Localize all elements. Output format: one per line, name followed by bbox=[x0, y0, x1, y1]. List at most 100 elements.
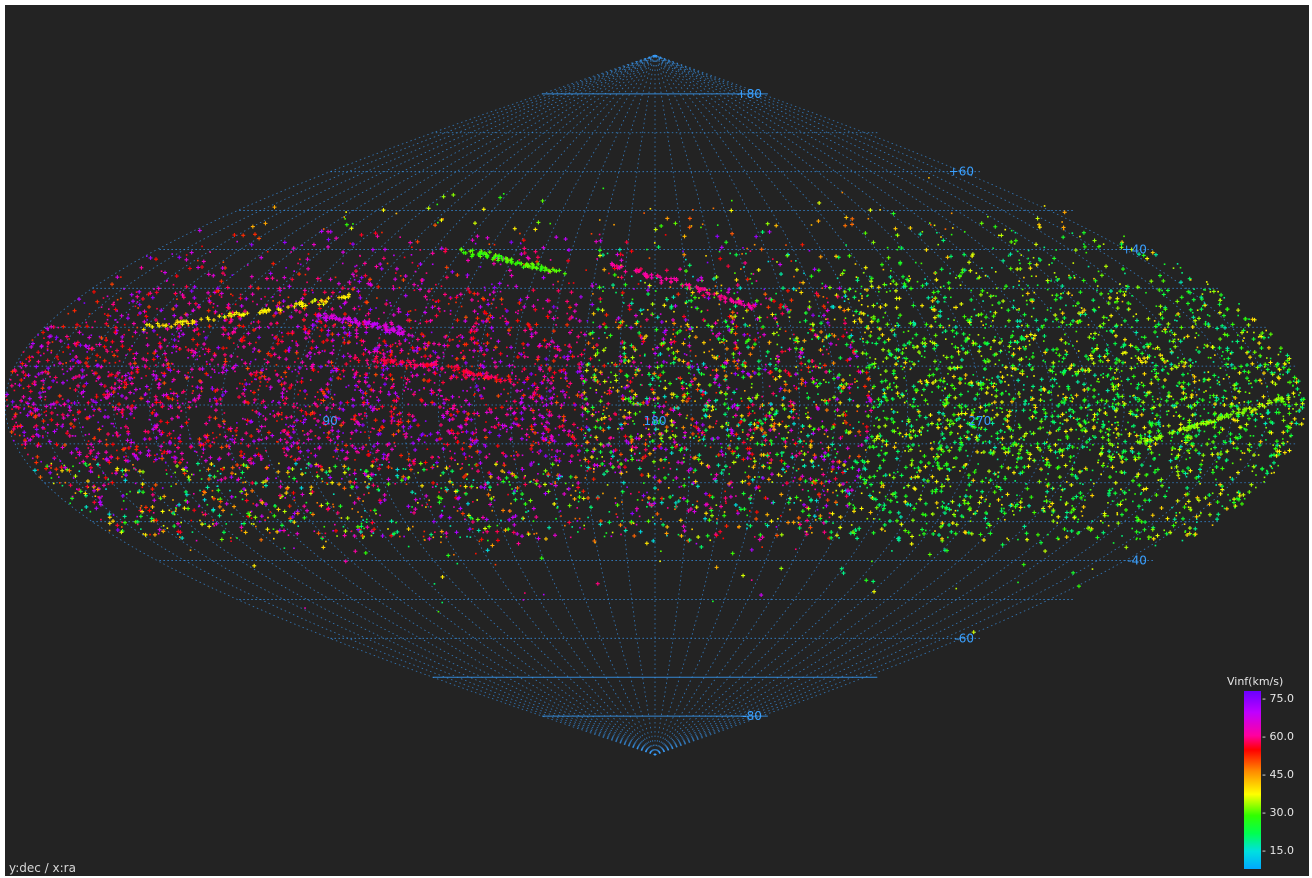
data-point bbox=[1208, 438, 1210, 441]
grid-ra-line bbox=[148, 54, 656, 756]
data-point bbox=[682, 528, 687, 533]
data-point bbox=[1074, 393, 1079, 398]
data-point bbox=[867, 395, 872, 400]
data-point bbox=[1104, 402, 1107, 405]
data-point bbox=[1000, 407, 1003, 410]
data-point bbox=[1265, 439, 1267, 441]
data-point bbox=[137, 371, 139, 374]
data-point bbox=[939, 286, 942, 288]
data-point bbox=[230, 310, 235, 315]
data-point bbox=[745, 252, 747, 255]
data-point bbox=[1107, 488, 1112, 493]
data-point bbox=[212, 474, 217, 479]
data-point bbox=[1217, 376, 1220, 379]
data-point bbox=[866, 377, 871, 382]
data-point bbox=[499, 317, 502, 319]
data-point bbox=[260, 439, 263, 441]
data-point bbox=[882, 360, 885, 363]
data-point bbox=[112, 514, 115, 516]
data-point bbox=[807, 451, 809, 453]
data-point bbox=[669, 286, 672, 288]
data-point bbox=[909, 429, 912, 431]
data-point bbox=[1144, 473, 1149, 478]
data-point bbox=[632, 533, 637, 538]
data-point bbox=[901, 435, 904, 438]
data-point bbox=[791, 286, 796, 291]
data-point bbox=[890, 408, 893, 411]
data-point bbox=[219, 472, 222, 475]
data-point bbox=[380, 404, 385, 409]
data-point bbox=[709, 446, 712, 449]
data-point bbox=[876, 326, 879, 329]
data-point bbox=[798, 484, 801, 486]
data-point bbox=[471, 467, 474, 470]
data-point bbox=[276, 507, 281, 512]
data-point bbox=[1041, 407, 1046, 412]
data-point bbox=[1183, 523, 1186, 526]
data-point bbox=[775, 357, 777, 360]
data-point bbox=[300, 492, 305, 497]
data-point bbox=[726, 406, 731, 411]
data-point bbox=[410, 388, 413, 391]
data-point bbox=[953, 531, 958, 536]
data-point bbox=[812, 267, 817, 272]
data-point bbox=[283, 349, 288, 354]
data-point bbox=[1051, 514, 1053, 516]
data-point bbox=[357, 305, 360, 308]
data-point bbox=[569, 536, 572, 539]
data-point bbox=[436, 369, 439, 371]
data-point bbox=[1175, 406, 1178, 408]
data-point bbox=[624, 409, 626, 411]
data-point bbox=[112, 434, 114, 437]
data-point bbox=[499, 405, 504, 410]
data-point bbox=[475, 517, 480, 522]
data-point bbox=[41, 330, 46, 335]
data-point bbox=[488, 313, 493, 318]
data-point bbox=[316, 418, 321, 423]
data-point bbox=[608, 272, 610, 275]
data-point bbox=[403, 389, 406, 392]
data-point bbox=[123, 456, 125, 458]
data-point bbox=[692, 471, 695, 474]
data-point bbox=[384, 376, 389, 381]
data-point bbox=[293, 496, 296, 499]
data-point bbox=[525, 439, 528, 441]
data-point bbox=[1053, 450, 1058, 455]
data-point bbox=[1155, 305, 1158, 307]
data-point bbox=[129, 440, 134, 445]
data-point bbox=[845, 446, 850, 451]
data-point bbox=[117, 378, 122, 383]
data-point bbox=[715, 435, 720, 440]
data-point bbox=[192, 492, 195, 495]
data-point bbox=[145, 399, 150, 404]
data-point bbox=[773, 316, 778, 321]
data-point bbox=[865, 435, 870, 440]
data-point bbox=[338, 400, 343, 405]
data-point bbox=[56, 381, 58, 384]
data-point bbox=[929, 421, 934, 426]
data-point bbox=[808, 300, 811, 303]
data-point bbox=[1237, 493, 1242, 498]
data-point bbox=[1134, 474, 1139, 479]
data-point bbox=[440, 487, 443, 490]
data-point bbox=[926, 295, 931, 300]
data-point bbox=[1225, 451, 1228, 454]
data-point bbox=[733, 371, 738, 376]
data-point bbox=[749, 547, 754, 552]
data-point bbox=[803, 318, 808, 323]
data-point bbox=[924, 379, 926, 382]
data-point bbox=[634, 506, 639, 511]
data-point bbox=[523, 477, 525, 480]
data-point bbox=[636, 499, 639, 501]
data-point bbox=[620, 290, 625, 295]
data-point bbox=[330, 340, 333, 343]
data-point bbox=[221, 530, 226, 535]
data-point bbox=[1061, 489, 1064, 491]
data-point bbox=[908, 279, 911, 282]
data-point bbox=[101, 425, 104, 428]
data-point bbox=[1225, 333, 1230, 338]
data-point bbox=[268, 464, 271, 467]
data-point bbox=[619, 258, 624, 263]
data-point bbox=[1028, 452, 1033, 457]
